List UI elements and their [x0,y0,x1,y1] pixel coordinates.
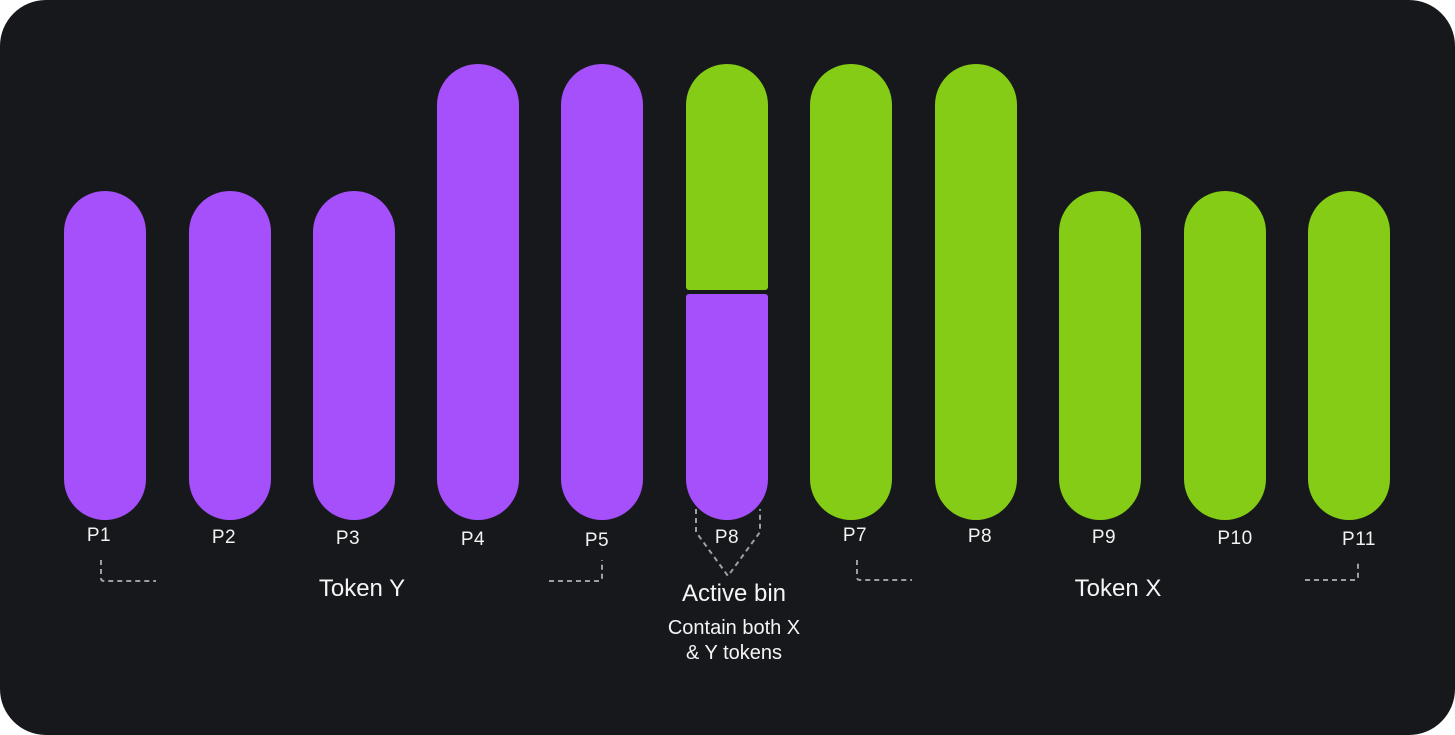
bin-label-p4: P4 [460,529,486,550]
bin-p9 [1059,191,1141,520]
bin-p2 [189,191,271,520]
bin-p4 [437,64,519,520]
bin-p10 [1184,191,1266,520]
active-bin-description-line2: & Y tokens [686,642,782,664]
token-x-bracket-left [856,560,912,581]
active-bin-y-segment [686,294,768,520]
active-bin-x-segment [686,64,768,290]
token-y-bracket-right [549,560,603,582]
active-bin-pointer [695,509,761,578]
token-x-label: Token X [1074,575,1162,602]
bin-p8-x [935,64,1017,520]
bin-label-p3: P3 [335,528,361,549]
bin-p3 [313,191,395,520]
token-x-bracket-right [1305,560,1359,581]
bin-label-p11: P11 [1342,529,1376,550]
bin-label-p1: P1 [86,525,112,546]
token-y-bracket-left [100,560,156,582]
bin-p1 [64,191,146,520]
bin-label-p9: P9 [1091,527,1117,548]
bin-p7 [810,64,892,520]
token-y-label: Token Y [318,575,406,602]
bin-label-active: P8 [714,527,740,548]
bin-label-p2: P2 [211,527,237,548]
bin-p11 [1308,191,1390,520]
bin-label-p5: P5 [584,530,610,551]
bin-label-p10: P10 [1217,528,1253,549]
bin-label-p8: P8 [967,526,993,547]
active-bin-label: Active bin [681,580,787,607]
active-bin-description-line1: Contain both X [667,617,801,639]
bin-label-p7: P7 [842,525,868,546]
bin-p5 [561,64,643,520]
